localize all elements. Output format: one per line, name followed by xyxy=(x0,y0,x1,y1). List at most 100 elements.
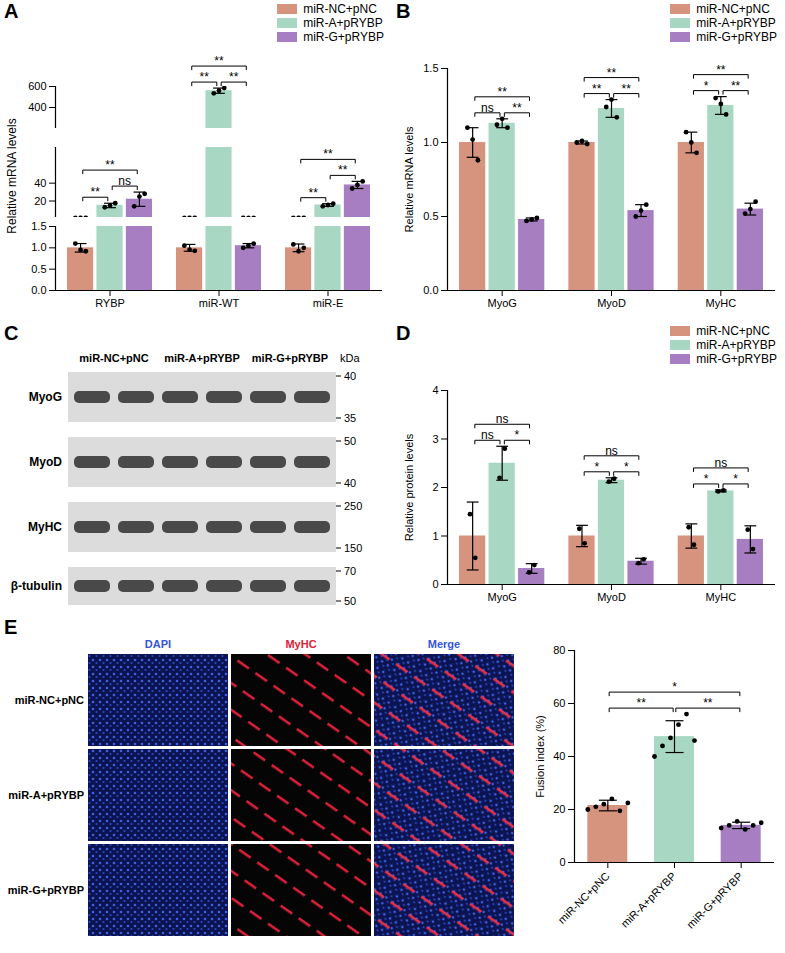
html-text:miR-G+pRYBP: miR-G+pRYBP xyxy=(696,30,777,44)
svg-text:0.5: 0.5 xyxy=(31,263,46,275)
svg-text:*: * xyxy=(733,472,738,486)
svg-text:0.5: 0.5 xyxy=(423,210,438,222)
svg-text:miR-NC+pNC: miR-NC+pNC xyxy=(15,694,84,706)
svg-text:**: ** xyxy=(716,63,726,77)
svg-text:*: * xyxy=(594,460,599,474)
svg-text:1.5: 1.5 xyxy=(31,220,46,232)
svg-text:**: ** xyxy=(323,147,333,161)
svg-text:40: 40 xyxy=(344,477,356,489)
svg-text:**: ** xyxy=(622,82,632,96)
svg-text:50: 50 xyxy=(344,595,356,607)
svg-text:MyHC: MyHC xyxy=(28,520,62,534)
svg-text:**: ** xyxy=(607,66,617,80)
svg-text:miR-E: miR-E xyxy=(313,297,344,309)
svg-text:MyoD: MyoD xyxy=(597,297,626,309)
svg-text:β-tubulin: β-tubulin xyxy=(11,579,62,593)
svg-text:0: 0 xyxy=(559,856,565,868)
svg-text:Fusion index (%): Fusion index (%) xyxy=(534,715,546,798)
svg-text:MyoD: MyoD xyxy=(29,455,62,469)
svg-text:MyHC: MyHC xyxy=(285,638,316,650)
svg-text:Relative protein levels: Relative protein levels xyxy=(403,433,415,541)
svg-text:400: 400 xyxy=(28,101,46,113)
svg-text:**: ** xyxy=(338,163,348,177)
svg-text:miR-WT: miR-WT xyxy=(199,297,240,309)
svg-text:0.0: 0.0 xyxy=(31,284,46,296)
svg-text:0.0: 0.0 xyxy=(423,284,438,296)
svg-text:ns: ns xyxy=(118,174,131,188)
svg-text:miR-G+pRYBP: miR-G+pRYBP xyxy=(252,352,328,364)
svg-text:**: ** xyxy=(703,696,713,710)
svg-text:miR-NC+pNC: miR-NC+pNC xyxy=(555,870,611,926)
svg-text:miR-A+pRYBP: miR-A+pRYBP xyxy=(8,789,84,801)
svg-text:150: 150 xyxy=(344,542,362,554)
svg-text:MyHC: MyHC xyxy=(706,591,737,603)
svg-text:20: 20 xyxy=(34,195,46,207)
html-text:miR-A+pRYBP: miR-A+pRYBP xyxy=(696,16,776,30)
svg-text:miR-A+pRYBP: miR-A+pRYBP xyxy=(164,352,240,364)
svg-text:MyoG: MyoG xyxy=(29,390,62,404)
html-text:miR-G+pRYBP: miR-G+pRYBP xyxy=(303,30,384,44)
svg-text:**: ** xyxy=(200,70,210,84)
svg-text:*: * xyxy=(704,472,709,486)
svg-text:50: 50 xyxy=(344,435,356,447)
html-text:D: D xyxy=(396,322,411,344)
svg-text:**: ** xyxy=(91,185,101,199)
svg-text:1.0: 1.0 xyxy=(31,241,46,253)
svg-text:35: 35 xyxy=(344,412,356,424)
svg-text:**: ** xyxy=(309,186,319,200)
svg-text:MyoG: MyoG xyxy=(487,591,516,603)
svg-text:40: 40 xyxy=(553,750,565,762)
svg-text:60: 60 xyxy=(553,697,565,709)
svg-text:4: 4 xyxy=(432,384,438,396)
html-text:miR-A+pRYBP: miR-A+pRYBP xyxy=(303,16,383,30)
svg-text:1: 1 xyxy=(432,530,438,542)
html-text:miR-NC+pNC: miR-NC+pNC xyxy=(303,2,377,16)
svg-text:*: * xyxy=(624,460,629,474)
html-text:Relative mRNA levels: Relative mRNA levels xyxy=(5,118,19,234)
svg-text:1.5: 1.5 xyxy=(423,62,438,74)
svg-text:2: 2 xyxy=(432,481,438,493)
svg-text:**: ** xyxy=(497,85,507,99)
svg-text:RYBP: RYBP xyxy=(95,297,125,309)
html-text:C: C xyxy=(4,322,19,344)
svg-text:ns: ns xyxy=(481,428,494,442)
svg-text:*: * xyxy=(672,680,677,694)
svg-text:*: * xyxy=(704,79,709,93)
html-text:miR-NC+pNC: miR-NC+pNC xyxy=(696,2,770,16)
svg-text:miR-G+pRYBP: miR-G+pRYBP xyxy=(8,884,84,896)
svg-text:**: ** xyxy=(229,70,239,84)
svg-text:70: 70 xyxy=(344,565,356,577)
svg-text:MyoG: MyoG xyxy=(487,297,516,309)
svg-text:Relative mRNA levels: Relative mRNA levels xyxy=(403,126,415,232)
svg-text:80: 80 xyxy=(553,644,565,656)
svg-text:20: 20 xyxy=(553,803,565,815)
svg-text:250: 250 xyxy=(344,500,362,512)
svg-text:*: * xyxy=(515,428,520,442)
svg-text:MyHC: MyHC xyxy=(706,297,737,309)
svg-text:ns: ns xyxy=(481,101,494,115)
svg-text:1.0: 1.0 xyxy=(423,136,438,148)
svg-text:**: ** xyxy=(592,82,602,96)
svg-text:ns: ns xyxy=(605,444,618,458)
svg-text:600: 600 xyxy=(28,80,46,92)
svg-text:**: ** xyxy=(636,696,646,710)
svg-text:miR-G+pRYBP: miR-G+pRYBP xyxy=(684,870,745,931)
svg-text:0: 0 xyxy=(432,578,438,590)
svg-text:**: ** xyxy=(105,158,115,172)
svg-text:miR-NC+pNC: miR-NC+pNC xyxy=(79,352,148,364)
svg-text:DAPI: DAPI xyxy=(145,638,171,650)
svg-text:Merge: Merge xyxy=(428,638,460,650)
svg-text:miR-A+pRYBP: miR-A+pRYBP xyxy=(618,870,678,930)
svg-text:ns: ns xyxy=(714,456,727,470)
svg-text:ns: ns xyxy=(496,412,509,426)
svg-text:3: 3 xyxy=(432,433,438,445)
html-text:B: B xyxy=(396,0,411,22)
html-text:A: A xyxy=(4,0,19,22)
svg-text:**: ** xyxy=(512,101,522,115)
svg-text:40: 40 xyxy=(344,370,356,382)
svg-text:40: 40 xyxy=(34,177,46,189)
svg-text:MyoD: MyoD xyxy=(597,591,626,603)
svg-text:**: ** xyxy=(731,79,741,93)
svg-text:**: ** xyxy=(214,54,224,68)
svg-text:kDa: kDa xyxy=(340,352,360,364)
